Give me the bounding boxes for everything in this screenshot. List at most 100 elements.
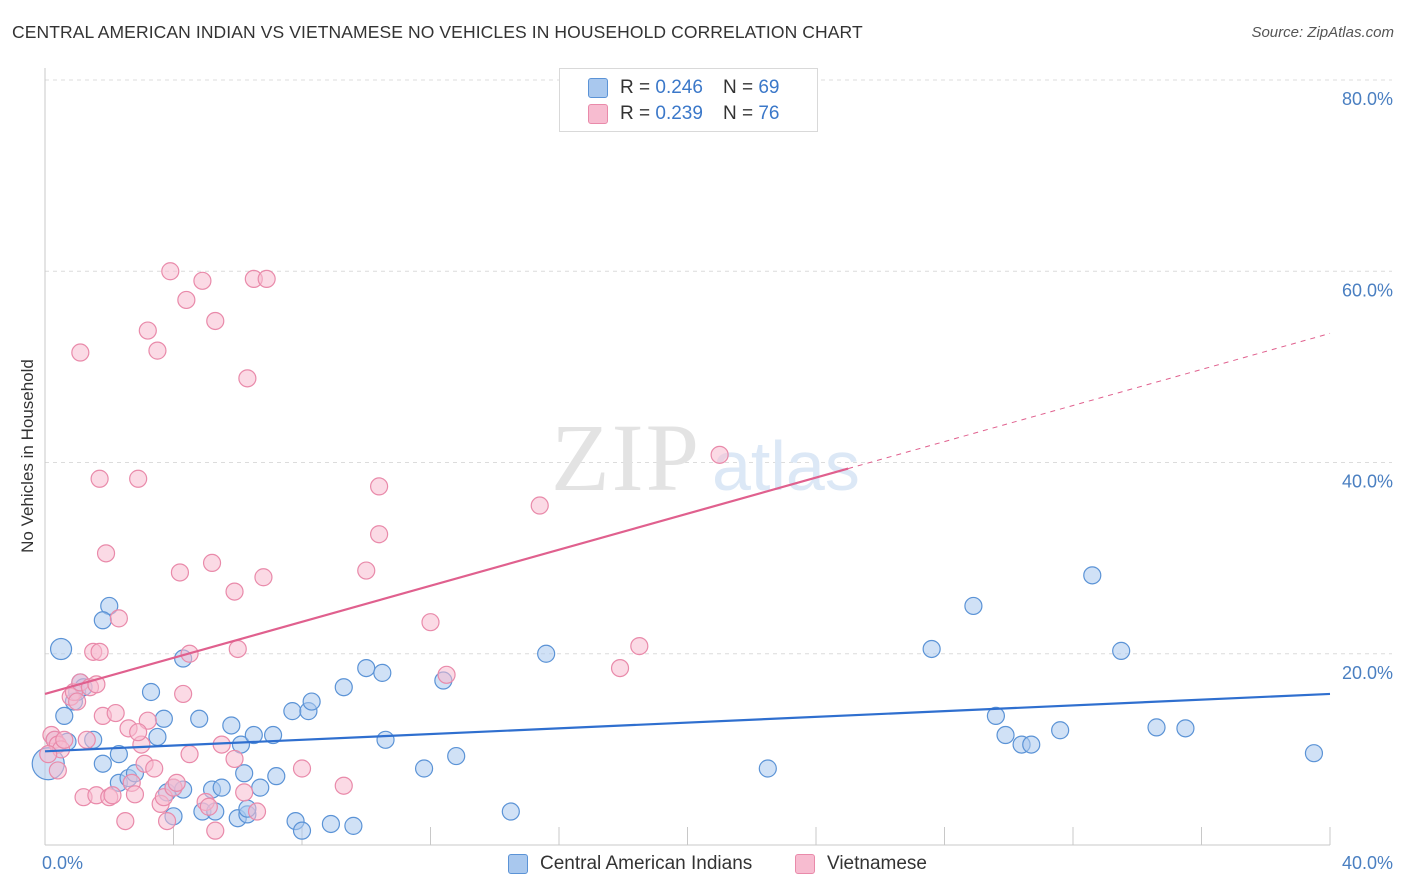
data-point (986, 706, 1006, 726)
data-point (138, 321, 157, 340)
data-point (206, 821, 225, 840)
data-point (77, 730, 96, 749)
data-point (254, 568, 273, 587)
data-point (334, 776, 353, 795)
data-point (370, 477, 389, 496)
data-point (157, 811, 177, 831)
data-point (251, 778, 270, 797)
data-point (1147, 718, 1166, 737)
bottom-legend-pink: Vietnamese (795, 852, 927, 876)
data-point (170, 563, 190, 582)
data-point (212, 778, 231, 797)
data-point (610, 658, 630, 678)
data-point (238, 369, 257, 388)
y-tick-label: 40.0% (1342, 472, 1393, 492)
y-tick-label: 20.0% (1342, 663, 1393, 683)
data-point (758, 759, 777, 778)
data-point (129, 469, 148, 488)
data-point (447, 746, 466, 766)
data-point (109, 609, 128, 628)
data-point (199, 797, 218, 816)
data-point (161, 262, 180, 281)
legend-r-label: R = (620, 103, 651, 124)
data-point (235, 764, 254, 783)
data-point (244, 725, 263, 745)
legend-n-value: 76 (758, 103, 780, 124)
legend-swatch-pink (588, 104, 608, 124)
data-point (148, 727, 167, 747)
bottom-legend-swatch-pink (795, 854, 815, 874)
data-point (206, 311, 225, 331)
trend-lines (44, 332, 1331, 753)
watermark-atlas: atlas (712, 427, 860, 505)
data-point (1176, 719, 1195, 738)
data-point (125, 785, 145, 804)
data-point (190, 709, 209, 728)
data-point (93, 611, 112, 630)
data-point (48, 761, 67, 780)
data-point (90, 469, 109, 488)
data-point (71, 343, 90, 362)
data-point (357, 561, 376, 580)
data-point (247, 802, 267, 821)
data-point (292, 821, 312, 840)
legend-n-label: N = (722, 103, 754, 124)
data-point (267, 767, 286, 786)
data-point (537, 644, 556, 663)
watermark: ZIP atlas (551, 404, 860, 511)
data-point (116, 811, 135, 831)
data-point (129, 723, 148, 742)
data-point (1304, 744, 1324, 763)
data-point (154, 709, 173, 728)
data-point (174, 684, 193, 704)
gridlines (45, 79, 1392, 655)
trend-line-pink (44, 467, 849, 695)
data-point (180, 745, 199, 764)
data-point (96, 544, 116, 563)
data-point (177, 290, 196, 310)
data-point (334, 678, 353, 697)
data-point (145, 759, 164, 778)
data-point (964, 596, 983, 616)
data-point (55, 730, 74, 749)
legend-row-pink: R = 0.239 N = 76 (588, 102, 779, 126)
y-tick-label: 80.0% (1342, 89, 1393, 109)
data-point (370, 525, 389, 544)
data-point (376, 730, 395, 749)
data-point (106, 703, 125, 723)
bottom-legend-label-blue: Central American Indians (540, 853, 753, 874)
data-point (437, 665, 456, 684)
data-point (222, 716, 241, 735)
data-point (630, 636, 649, 656)
data-point (93, 754, 112, 773)
data-point (922, 639, 941, 659)
data-point (193, 271, 212, 290)
x-tick-label: 0.0% (42, 853, 83, 873)
data-point (202, 553, 222, 573)
data-point (292, 759, 312, 778)
data-point (148, 341, 167, 360)
source-label: Source: ZipAtlas.com (1251, 24, 1394, 41)
data-point (373, 663, 392, 682)
trend-line-blue (44, 692, 1331, 753)
bottom-legend-blue: Central American Indians (508, 852, 752, 876)
data-point (109, 745, 128, 764)
data-point (90, 642, 109, 661)
data-point (55, 706, 74, 726)
data-point (501, 802, 520, 821)
axes (44, 68, 1331, 846)
chart-title: CENTRAL AMERICAN INDIAN VS VIETNAMESE NO… (12, 22, 863, 42)
data-point (141, 682, 161, 702)
trend-line-pink-extension (847, 332, 1331, 470)
data-point (68, 692, 87, 711)
x-tick-label: 40.0% (1342, 853, 1393, 873)
data-point (996, 725, 1015, 745)
bottom-legend-label-pink: Vietnamese (827, 853, 927, 874)
data-point (414, 759, 434, 778)
data-point (321, 814, 341, 834)
legend-row-blue: R = 0.246 N = 69 (588, 76, 779, 100)
data-point (357, 658, 376, 678)
data-point (228, 639, 247, 659)
data-point (263, 725, 283, 745)
